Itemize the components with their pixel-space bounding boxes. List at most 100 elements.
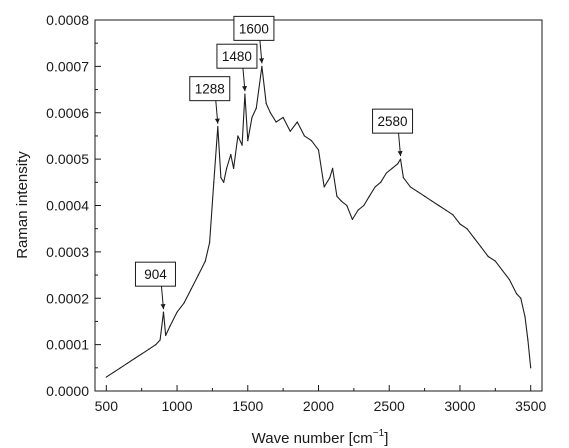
spectrum-point	[220, 177, 222, 179]
spectrum-line	[105, 65, 532, 378]
callout-label: 2580	[378, 114, 408, 129]
spectrum-point	[289, 130, 291, 132]
spectrum-point	[332, 167, 334, 169]
peak-callout: 904	[134, 261, 176, 310]
callout-label: 1480	[222, 49, 252, 64]
spectrum-point	[208, 242, 211, 244]
callout-arrow-head	[214, 118, 220, 124]
spectrum-point	[126, 362, 129, 364]
spectrum-point	[409, 186, 412, 188]
y-tick-label: 0.0008	[46, 12, 89, 28]
x-axis-title: Wave number [cm−1]	[252, 428, 389, 447]
spectrum-point	[251, 116, 253, 118]
x-tick-label: 3000	[444, 398, 475, 414]
callout-arrow-head	[242, 86, 248, 92]
spectrum-point	[237, 135, 239, 137]
spectrum-point	[112, 371, 114, 374]
x-tick-label: 3500	[515, 398, 546, 414]
spectrum-point	[515, 293, 518, 295]
x-tick-label: 500	[95, 398, 119, 414]
peak-callout: 1288	[189, 76, 231, 124]
spectrum-point	[197, 274, 199, 276]
spectrum-point	[230, 153, 232, 156]
series-layer	[105, 65, 532, 378]
spectrum-point	[397, 163, 399, 165]
spectrum-point	[480, 246, 482, 248]
callout-label: 1600	[239, 21, 269, 36]
spectrum-point	[508, 279, 511, 281]
spectrum-point	[340, 200, 342, 202]
spectrum-point	[134, 357, 136, 360]
spectrum-point	[323, 186, 325, 188]
spectrum-point	[165, 334, 167, 336]
callout-box	[189, 76, 231, 102]
spectrum-point	[351, 218, 354, 221]
callout-box	[233, 15, 275, 41]
y-tick-label: 0.0003	[46, 244, 89, 260]
spectrum-point	[487, 255, 489, 258]
x-axis-title-close: ]	[384, 430, 388, 447]
x-axis-title-main: Wave number [cm	[252, 430, 373, 447]
spectrum-point	[176, 311, 178, 313]
spectrum-point	[501, 269, 503, 272]
spectrum-point	[105, 376, 107, 378]
spectrum-point	[223, 181, 225, 183]
spectrum-point	[357, 209, 359, 211]
callout-box	[134, 261, 176, 287]
spectrum-point	[141, 353, 143, 355]
spectrum-point	[530, 367, 532, 369]
spectrum-point	[155, 344, 157, 346]
callout-label: 904	[144, 267, 167, 282]
x-tick-label: 2000	[303, 398, 334, 414]
callout-arrow-head	[160, 303, 166, 310]
callout-label: 1288	[195, 82, 225, 97]
peak-callout: 1600	[233, 15, 275, 64]
spectrum-point	[346, 204, 348, 207]
spectrum-point	[282, 116, 284, 118]
spectrum-point	[265, 102, 267, 105]
spectrum-point	[363, 204, 365, 207]
spectrum-point	[459, 223, 461, 225]
spectrum-point	[317, 149, 320, 151]
callout-arrow-head	[258, 58, 264, 64]
spectrum-point	[416, 190, 419, 193]
y-axis-title: Raman intensity	[14, 151, 31, 259]
spectrum-point	[244, 93, 246, 95]
callout-box	[216, 43, 258, 69]
spectrum-point	[247, 139, 249, 142]
spectrum-point	[169, 325, 171, 327]
y-tick-label: 0.0007	[46, 58, 89, 74]
spectrum-point	[391, 167, 393, 169]
y-tick-label: 0.0006	[46, 105, 89, 121]
spectrum-point	[336, 195, 338, 197]
spectrum-point	[438, 204, 440, 207]
y-tick-label: 0.0004	[46, 198, 89, 214]
x-tick-label: 1500	[232, 398, 263, 414]
y-tick-label: 0.0005	[46, 151, 89, 167]
spectrum-point	[399, 158, 402, 160]
spectrum-point	[204, 260, 206, 262]
spectrum-point	[296, 121, 298, 123]
y-tick-label: 0.0000	[46, 383, 89, 399]
plot-area-border	[94, 19, 543, 392]
spectrum-point	[148, 348, 150, 350]
y-axis-ticks: 0.0000 0.0001 0.0002 0.0003 0.0004 0.0005 0.00…	[46, 12, 101, 399]
plot-frame	[94, 19, 543, 392]
spectrum-point	[527, 339, 529, 341]
spectrum-point	[225, 167, 228, 169]
spectrum-point	[213, 181, 215, 183]
x-axis-ticks: 500 1000 1500 2000 2500 3000 3500	[95, 385, 546, 414]
peak-callout: 2580	[372, 108, 414, 157]
spectrum-point	[445, 209, 447, 211]
y-tick-label: 0.0002	[46, 290, 89, 306]
spectrum-point	[494, 260, 496, 262]
spectrum-point	[269, 112, 272, 114]
spectrum-point	[329, 177, 331, 179]
spectrum-point	[183, 302, 185, 304]
callout-box	[372, 108, 414, 134]
spectrum-point	[374, 186, 376, 188]
spectrum-point	[402, 177, 404, 179]
spectrum-point	[217, 126, 219, 128]
spectrum-point	[261, 65, 263, 67]
